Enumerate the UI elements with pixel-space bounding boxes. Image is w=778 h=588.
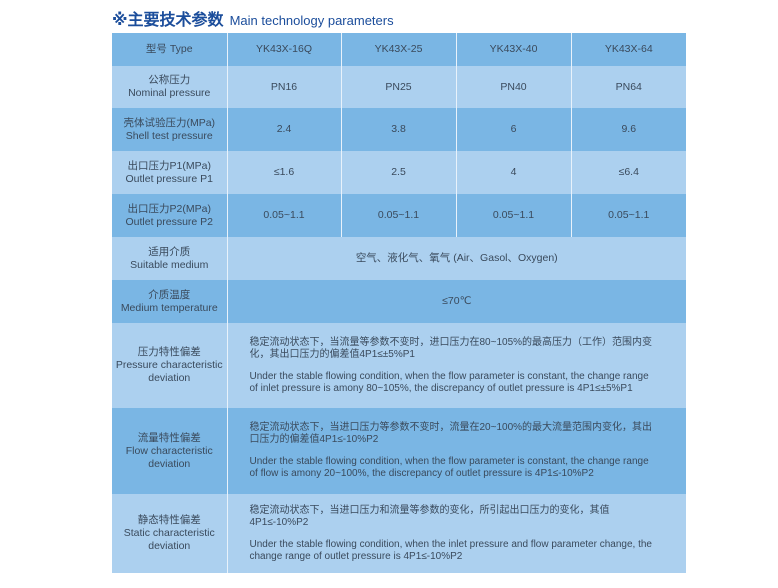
deviation-text: 稳定流动状态下，当进口压力和流量等参数的变化，所引起出口压力的变化，其值4P1≤… xyxy=(226,494,686,573)
cell: 9.6 xyxy=(570,108,686,151)
table-row: 公称压力 Nominal pressure PN16 PN25 PN40 PN64 xyxy=(112,66,686,108)
cell: ≤1.6 xyxy=(226,151,341,194)
medium-row: 适用介质 Suitable medium 空气、液化气、氧气 (Air、Gasol… xyxy=(112,237,686,280)
section-title: ※主要技术参数 Main technology parameters xyxy=(112,6,394,30)
title-en: Main technology parameters xyxy=(229,13,394,28)
deviation-row: 流量特性偏差 Flow characteristic deviation 稳定流动… xyxy=(112,408,686,494)
cell: PN64 xyxy=(570,66,686,108)
model-header: YK43X-25 xyxy=(340,33,456,66)
cell: 6 xyxy=(455,108,571,151)
model-header: YK43X-64 xyxy=(570,33,686,66)
cell: 0.05~1.1 xyxy=(340,194,456,237)
table-row: 壳体试验压力(MPa) Shell test pressure 2.4 3.8 6 9.… xyxy=(112,108,686,151)
header-row: 型号 Type YK43X-16Q YK43X-25 YK43X-40 YK43… xyxy=(112,33,686,66)
cell: 2.5 xyxy=(340,151,456,194)
row-label: 压力特性偏差 Pressure characteristic deviation xyxy=(112,323,227,408)
row-label: 适用介质 Suitable medium xyxy=(112,237,227,280)
row-label: 壳体试验压力(MPa) Shell test pressure xyxy=(112,108,227,151)
cell: 0.05~1.1 xyxy=(226,194,341,237)
table-row: 出口压力P1(MPa) Outlet pressure P1 ≤1.6 2.5 4 ≤6… xyxy=(112,151,686,194)
row-label: 流量特性偏差 Flow characteristic deviation xyxy=(112,408,227,494)
cell: PN16 xyxy=(226,66,341,108)
row-label: 介质温度 Medium temperature xyxy=(112,280,227,323)
model-header: YK43X-40 xyxy=(455,33,571,66)
title-cn: ※主要技术参数 xyxy=(112,12,224,29)
deviation-row: 静态特性偏差 Static characteristic deviation 稳定… xyxy=(112,494,686,573)
cell: 2.4 xyxy=(226,108,341,151)
cell: 0.05~1.1 xyxy=(570,194,686,237)
deviation-text: 稳定流动状态下，当流量等参数不变时，进口压力在80~105%的最高压力（工作）范… xyxy=(226,323,686,408)
cell: PN40 xyxy=(455,66,571,108)
temperature-value: ≤70℃ xyxy=(226,280,686,323)
model-header: YK43X-16Q xyxy=(226,33,341,66)
deviation-row: 压力特性偏差 Pressure characteristic deviation … xyxy=(112,323,686,408)
deviation-text: 稳定流动状态下，当进口压力等参数不变时，流量在20~100%的最大流量范围内变化… xyxy=(226,408,686,494)
temperature-row: 介质温度 Medium temperature ≤70℃ xyxy=(112,280,686,323)
row-label: 出口压力P2(MPa) Outlet pressure P2 xyxy=(112,194,227,237)
cell: PN25 xyxy=(340,66,456,108)
medium-value: 空气、液化气、氧气 (Air、Gasol、Oxygen) xyxy=(226,237,686,280)
cell: 0.05~1.1 xyxy=(455,194,571,237)
cell: 4 xyxy=(455,151,571,194)
row-label: 出口压力P1(MPa) Outlet pressure P1 xyxy=(112,151,227,194)
cell: 3.8 xyxy=(340,108,456,151)
row-label: 静态特性偏差 Static characteristic deviation xyxy=(112,494,227,573)
cell: ≤6.4 xyxy=(570,151,686,194)
header-label: 型号 Type xyxy=(112,33,227,66)
row-label: 公称压力 Nominal pressure xyxy=(112,66,227,108)
table-row: 出口压力P2(MPa) Outlet pressure P2 0.05~1.1 0.… xyxy=(112,194,686,237)
parameters-table: 型号 Type YK43X-16Q YK43X-25 YK43X-40 YK43… xyxy=(112,33,686,573)
